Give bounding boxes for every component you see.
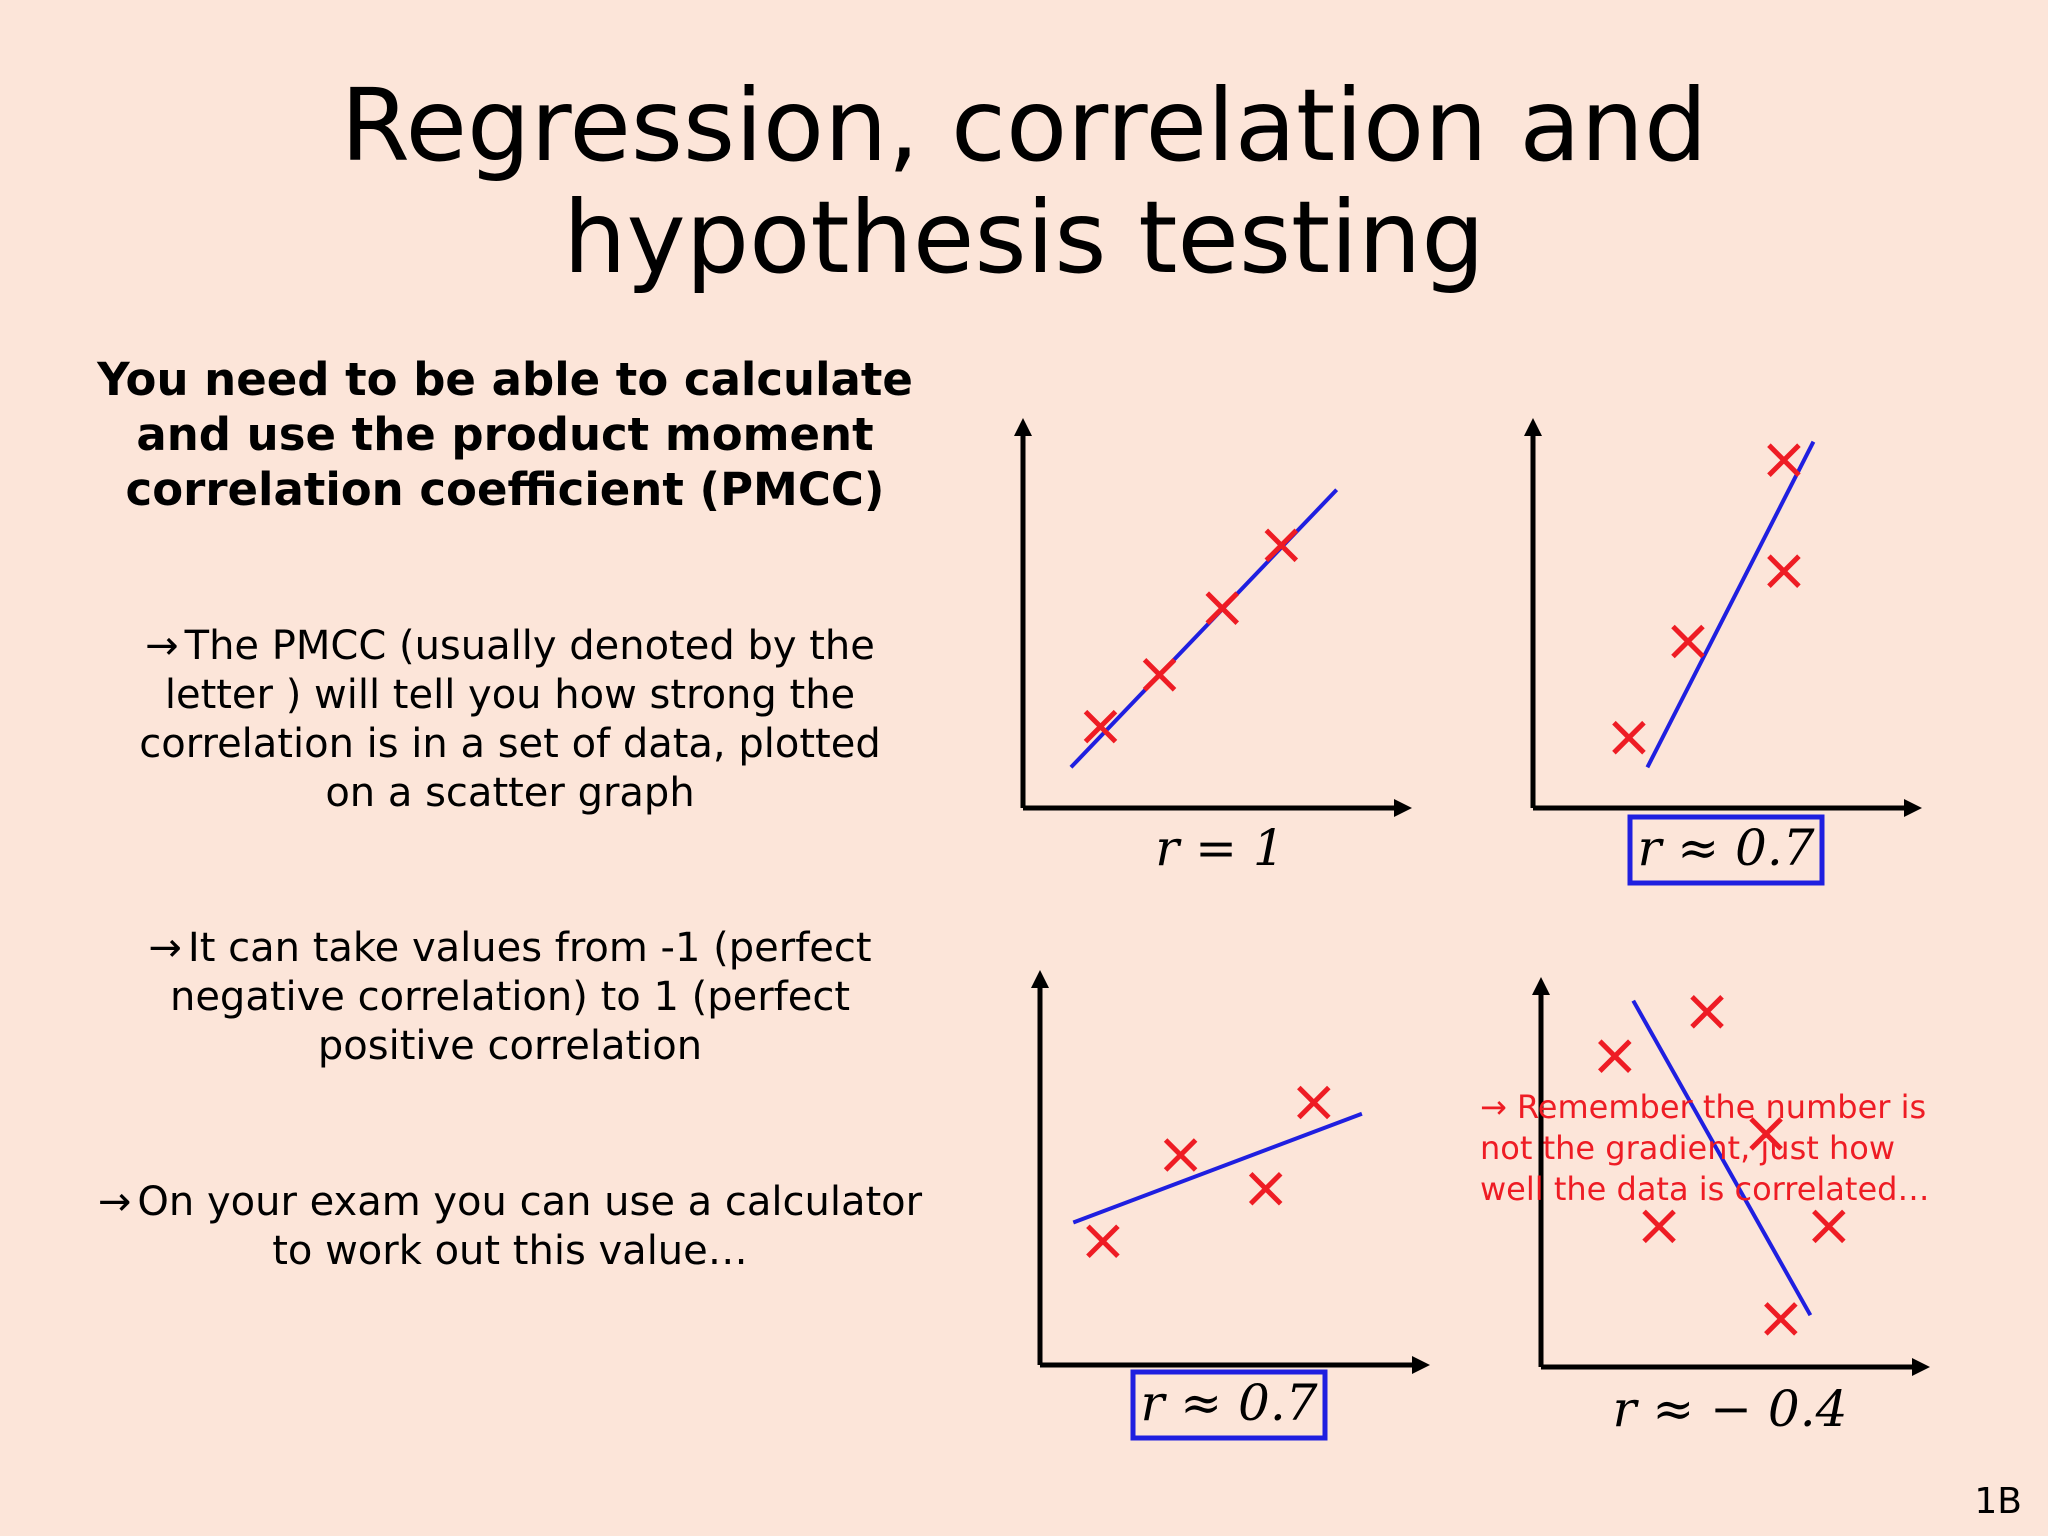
point-line: correlation is in a set of data, plotted bbox=[139, 721, 881, 767]
r-value-label: r ≈ 0.7 bbox=[1637, 819, 1814, 877]
data-point bbox=[1690, 995, 1724, 1029]
point-line: → The PMCC (usually denoted by the bbox=[145, 623, 875, 669]
r-value-box bbox=[1130, 1369, 1328, 1441]
note-line-1: → Remember the number is bbox=[1480, 1088, 1926, 1126]
y-axis-arrow bbox=[1532, 977, 1550, 995]
point-line: negative correlation) to 1 (perfect bbox=[169, 974, 851, 1020]
data-point bbox=[1767, 443, 1801, 477]
r-value-label: r ≈ − 0.4 bbox=[1613, 1380, 1848, 1438]
scatter-plot-4: r ≈ − 0.4 bbox=[1532, 977, 1930, 1438]
arrow-icon: → bbox=[148, 925, 182, 971]
scatter-plot-1: r = 1 bbox=[1014, 418, 1412, 877]
regression-line bbox=[1645, 440, 1816, 769]
data-point bbox=[1142, 658, 1177, 692]
note-line-2: not the gradient, just how bbox=[1480, 1129, 1895, 1167]
scatter-plot-3: r ≈ 0.7 bbox=[1031, 970, 1430, 1441]
remember-note: → Remember the number is not the gradien… bbox=[1480, 1088, 1929, 1208]
regression-line bbox=[1072, 1111, 1363, 1225]
data-point bbox=[1248, 1171, 1283, 1206]
title-line-1: Regression, correlation and bbox=[340, 67, 1708, 184]
point-line: positive correlation bbox=[317, 1023, 703, 1069]
point-value-range: → It can take values from -1 (perfect neg… bbox=[70, 924, 950, 1071]
y-axis-arrow bbox=[1031, 970, 1049, 988]
intro-line-2: and use the product moment bbox=[136, 408, 874, 461]
data-point bbox=[1642, 1209, 1676, 1244]
slide-number: 1B bbox=[1974, 1481, 2022, 1522]
data-point bbox=[1749, 1117, 1783, 1151]
point-line: letter ) will tell you how strong the bbox=[164, 672, 856, 718]
data-point bbox=[1264, 528, 1299, 563]
point-calculator: → On your exam you can use a calculator t… bbox=[70, 1178, 950, 1276]
data-point bbox=[1598, 1039, 1632, 1073]
data-point bbox=[1671, 624, 1705, 659]
point-line: → It can take values from -1 (perfect bbox=[148, 925, 872, 971]
arrow-icon: → bbox=[97, 1179, 132, 1225]
x-axis-arrow bbox=[1912, 1358, 1930, 1376]
x-axis-arrow bbox=[1394, 799, 1412, 817]
title-line-2: hypothesis testing bbox=[563, 179, 1485, 296]
intro-line-1: You need to be able to calculate bbox=[97, 353, 913, 406]
y-axis-arrow bbox=[1014, 418, 1032, 436]
regression-line bbox=[1631, 999, 1813, 1317]
x-axis-arrow bbox=[1412, 1356, 1430, 1374]
point-line: → On your exam you can use a calculator bbox=[97, 1179, 923, 1225]
data-point bbox=[1764, 1302, 1798, 1336]
data-point bbox=[1767, 554, 1801, 588]
intro-line-3: correlation coefficient (PMCC) bbox=[125, 463, 885, 516]
data-point bbox=[1812, 1209, 1846, 1244]
y-axis-arrow bbox=[1524, 418, 1542, 436]
slide-title: Regression, correlation and hypothesis t… bbox=[0, 70, 2048, 294]
data-point bbox=[1612, 720, 1646, 755]
x-axis-arrow bbox=[1904, 799, 1922, 817]
scatter-plot-2: r ≈ 0.7 bbox=[1524, 418, 1922, 886]
point-line: to work out this value… bbox=[272, 1228, 748, 1274]
data-point bbox=[1205, 591, 1240, 625]
r-value-label: r = 1 bbox=[1155, 819, 1284, 877]
point-line: on a scatter graph bbox=[325, 770, 695, 816]
data-point bbox=[1083, 709, 1118, 744]
r-value-box bbox=[1627, 814, 1825, 886]
data-point bbox=[1163, 1138, 1198, 1172]
intro-text: You need to be able to calculate and use… bbox=[70, 352, 940, 517]
note-line-3: well the data is correlated… bbox=[1480, 1170, 1929, 1208]
data-point bbox=[1086, 1224, 1120, 1259]
r-value-label: r ≈ 0.7 bbox=[1140, 1374, 1317, 1432]
data-point bbox=[1297, 1085, 1331, 1120]
arrow-icon: → bbox=[145, 623, 179, 669]
point-pmcc-meaning: → The PMCC (usually denoted by the letter… bbox=[70, 622, 950, 818]
